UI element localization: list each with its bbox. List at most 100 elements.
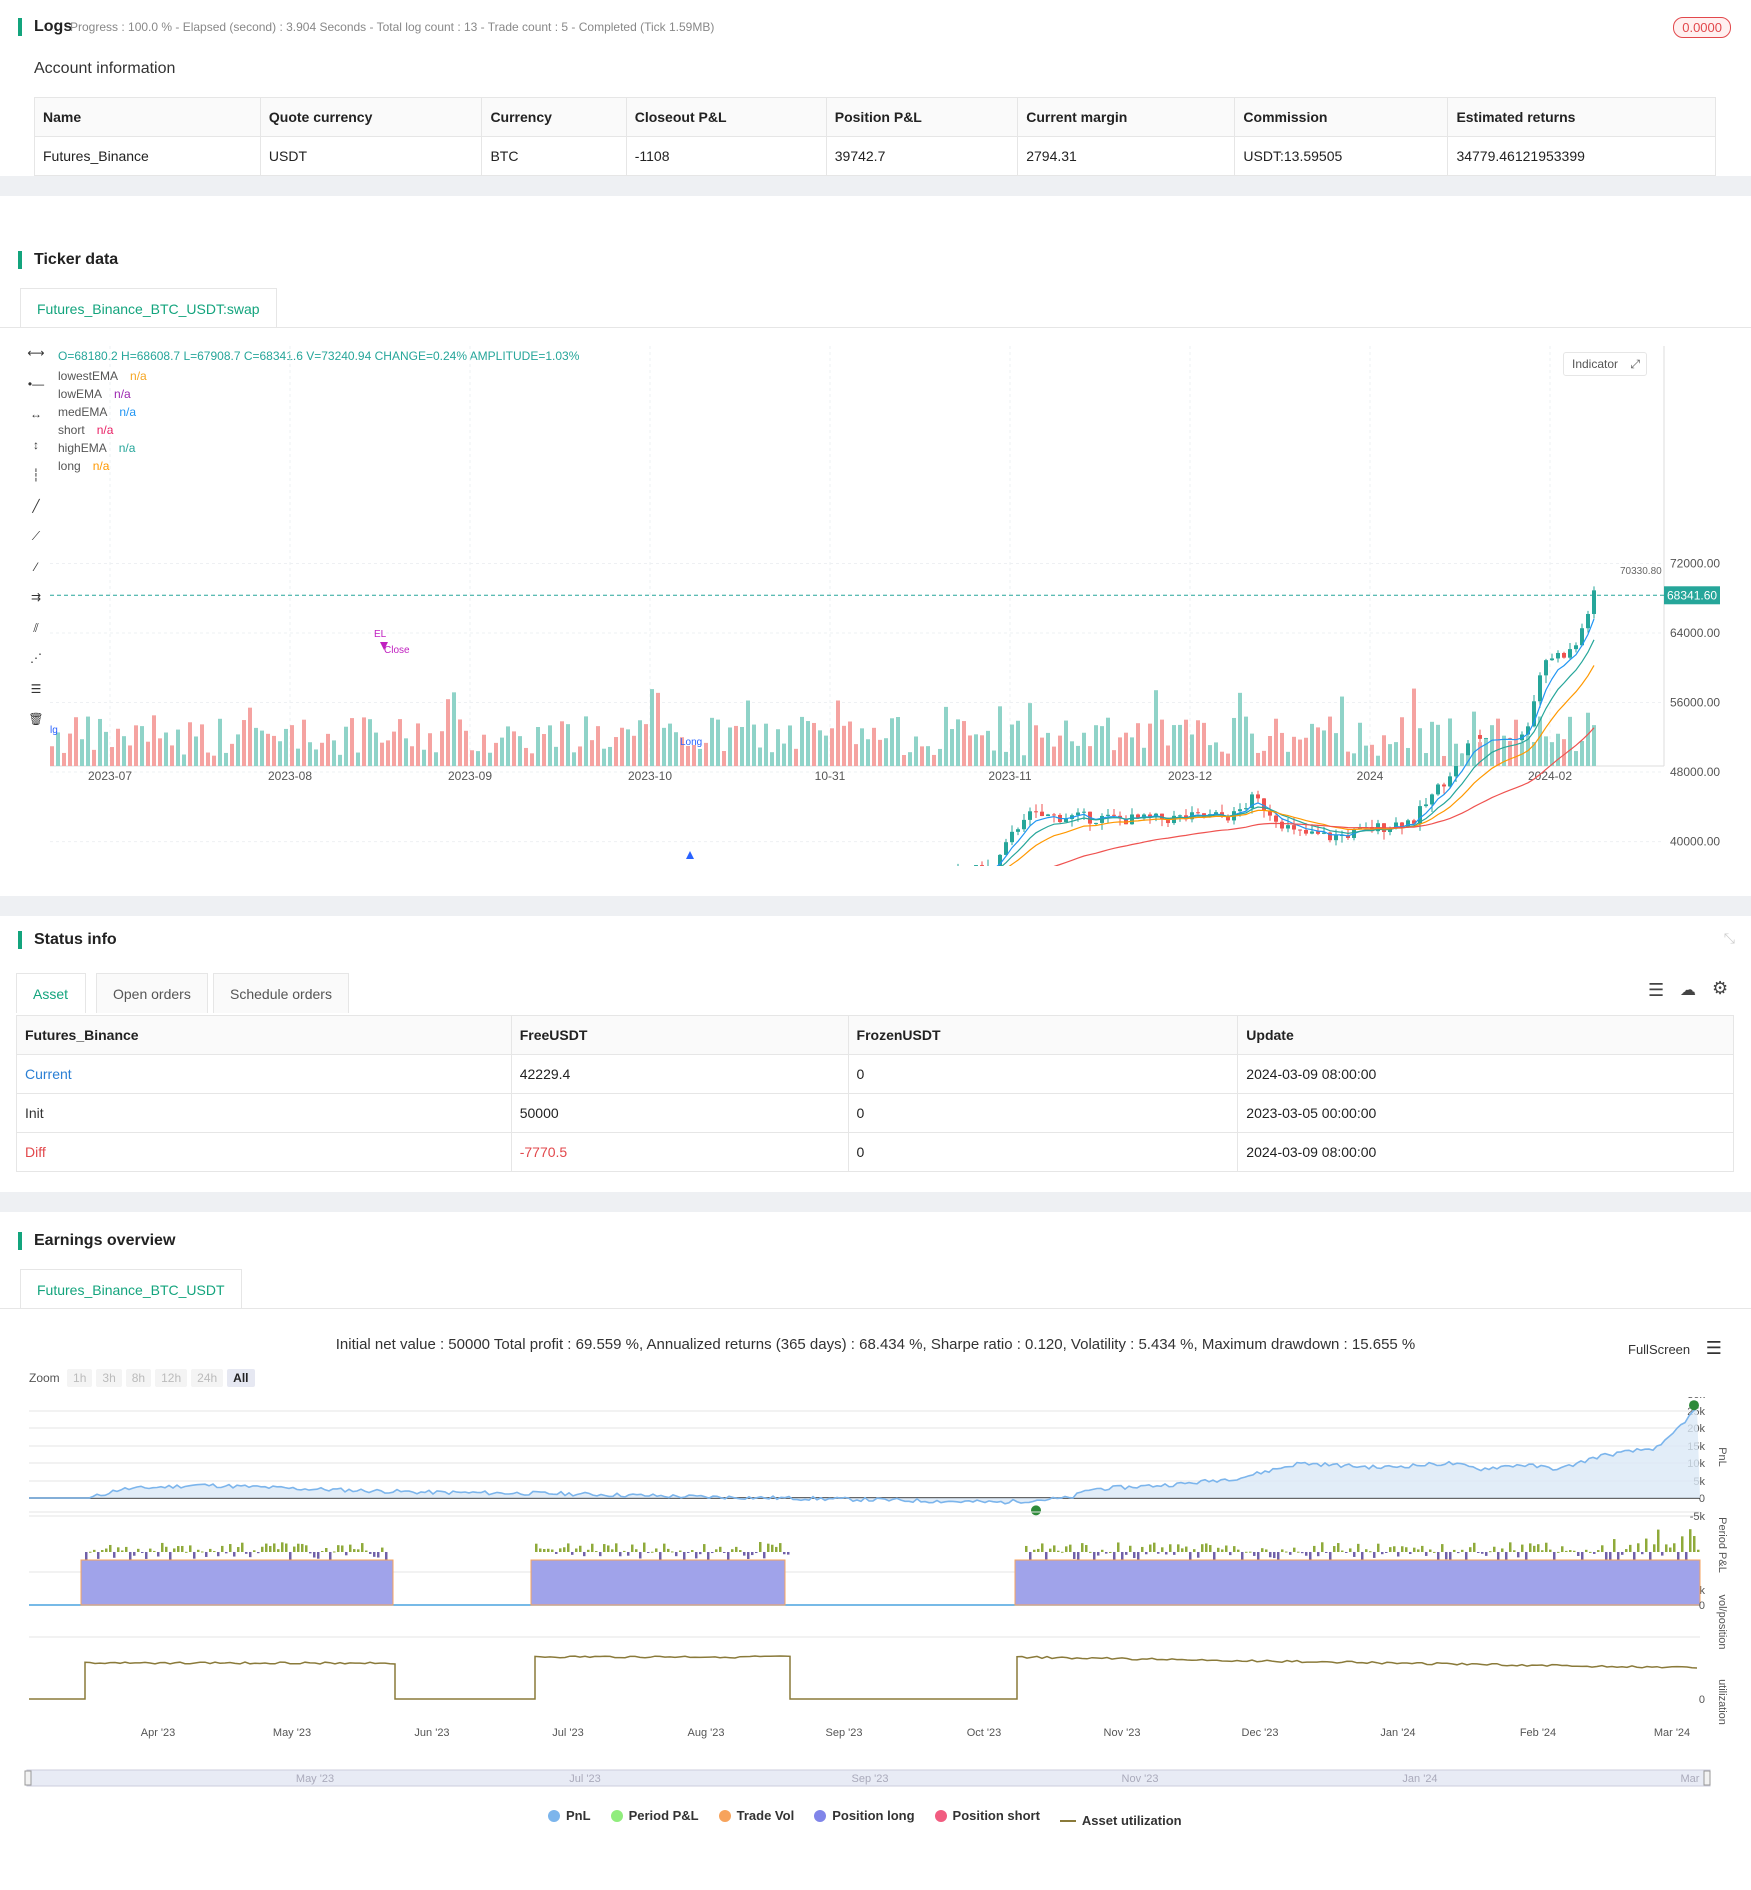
- account-header-row: Name Quote currency Currency Closeout P&L Po…: [34, 97, 1716, 137]
- volume-bar: [1388, 744, 1392, 766]
- trash-icon[interactable]: 🗑: [28, 712, 44, 726]
- period-bar: [1553, 1552, 1556, 1561]
- period-bar: [1085, 1545, 1088, 1552]
- legend-pnl[interactable]: PnL: [548, 1808, 591, 1823]
- horizontal-ray-icon[interactable]: •—: [27, 376, 45, 391]
- parallel-channel-icon[interactable]: ⫽: [33, 620, 39, 635]
- earnings-tab[interactable]: Futures_Binance_BTC_USDT: [20, 1269, 242, 1309]
- navigator-month: May '23: [296, 1773, 334, 1785]
- menu-icon[interactable]: ☰: [1705, 1338, 1722, 1358]
- candle-body: [1238, 809, 1242, 812]
- ray-line-icon[interactable]: ⟋: [31, 529, 41, 543]
- legend-trade-vol[interactable]: Trade Vol: [718, 1808, 794, 1823]
- legend-period-p-l[interactable]: Period P&L: [610, 1808, 699, 1823]
- period-bar: [1489, 1551, 1492, 1553]
- period-bar: [1057, 1550, 1060, 1552]
- settings-gear-icon[interactable]: ⚙: [1712, 978, 1729, 998]
- volume-bar: [1400, 717, 1404, 766]
- arrow-line-icon[interactable]: ↔: [30, 407, 42, 421]
- volume-bar: [740, 726, 744, 766]
- zoom-All-button[interactable]: All: [227, 1369, 255, 1387]
- volume-bar: [596, 726, 600, 766]
- expand-icon[interactable]: ⤢: [1630, 357, 1641, 371]
- legend-name: lowestEMA: [58, 369, 119, 383]
- collapse-icon[interactable]: ⤡: [1723, 930, 1735, 946]
- volume-bar: [554, 746, 558, 766]
- volume-bar: [1118, 737, 1122, 766]
- period-bar: [169, 1552, 172, 1562]
- period-bar: [1217, 1547, 1220, 1552]
- period-bar: [1153, 1542, 1156, 1552]
- period-bar: [1065, 1546, 1068, 1552]
- row-label: Diff: [16, 1132, 512, 1172]
- period-bar: [1345, 1552, 1348, 1553]
- zoom-1h-button[interactable]: 1h: [67, 1369, 93, 1387]
- vertical-line-icon[interactable]: ↕: [33, 437, 39, 452]
- period-bar: [373, 1552, 376, 1557]
- period-bar: [1689, 1529, 1692, 1552]
- candle-body: [1544, 660, 1548, 676]
- legend-asset-utilization[interactable]: Asset utilization: [1059, 1813, 1182, 1828]
- candle-body: [1388, 828, 1392, 832]
- period-bar: [1105, 1552, 1108, 1554]
- legend-name: lowEMA: [58, 387, 103, 401]
- drawing-toolbar: ⟷ •— ↔ ↕ ┆ ╱ ⟋ ⁄ ⇉ ⫽ ⋰ ☰ 🗑: [26, 346, 46, 776]
- period-bar: [691, 1550, 694, 1552]
- candlestick-chart[interactable]: 72000.00 64000.00 56000.00 48000.00 40000.00…: [0, 346, 1751, 866]
- period-bar: [659, 1552, 662, 1562]
- volume-bar: [1514, 719, 1518, 766]
- period-bar: [1237, 1549, 1240, 1552]
- zoom-3h-button[interactable]: 3h: [96, 1369, 122, 1387]
- volume-bar: [1106, 717, 1110, 766]
- table-row: Init 50000 0 2023-03-05 00:00:00: [16, 1093, 1734, 1133]
- zoom-8h-button[interactable]: 8h: [125, 1369, 152, 1387]
- tab-open-orders[interactable]: Open orders: [96, 973, 208, 1013]
- list-icon[interactable]: ☰: [1648, 980, 1665, 1000]
- volume-bar: [206, 752, 210, 766]
- candle-body: [1226, 815, 1230, 821]
- segment-line-icon[interactable]: ⁄: [34, 559, 37, 574]
- volume-bar: [110, 747, 114, 766]
- period-bar: [1365, 1549, 1368, 1552]
- volume-bar: [1544, 736, 1548, 766]
- volume-bar: [914, 736, 918, 766]
- fullscreen-button[interactable]: FullScreen ☰: [1628, 1338, 1722, 1359]
- vertical-segment-icon[interactable]: ┆: [32, 468, 40, 482]
- period-bar: [1449, 1552, 1452, 1562]
- trend-line-icon[interactable]: ╱: [32, 498, 40, 513]
- ticker-tab[interactable]: Futures_Binance_BTC_USDT:swap: [20, 288, 277, 328]
- period-bar: [595, 1551, 598, 1553]
- zoom-12h-button[interactable]: 12h: [155, 1369, 188, 1387]
- tab-schedule-orders[interactable]: Schedule orders: [213, 973, 349, 1013]
- account-cell: USDT: [259, 136, 483, 176]
- volume-bar: [1226, 753, 1230, 766]
- legend-position-short[interactable]: Position short: [934, 1808, 1040, 1823]
- zoom-24h-button[interactable]: 24h: [191, 1369, 224, 1387]
- volume-bar: [962, 721, 966, 766]
- indicator-button[interactable]: Indicator ⤢: [1563, 352, 1648, 376]
- period-bar: [1189, 1552, 1192, 1561]
- tab-asset[interactable]: Asset: [16, 973, 86, 1013]
- fib-lines-icon[interactable]: ⋰: [30, 651, 42, 665]
- legend-label: PnL: [566, 1808, 591, 1823]
- horizontal-line-icon[interactable]: ⟷: [27, 346, 45, 360]
- month-label: Feb '24: [1520, 1727, 1556, 1739]
- price-range-icon[interactable]: ⇉: [30, 590, 42, 604]
- volume-bar: [1256, 752, 1260, 766]
- navigator-left-handle: [24, 1770, 32, 1786]
- text-lines-icon[interactable]: ☰: [30, 681, 42, 696]
- period-bar: [221, 1545, 224, 1552]
- volume-bar: [692, 744, 696, 766]
- period-bar: [699, 1552, 702, 1555]
- volume-bar: [842, 725, 846, 766]
- period-bar: [1509, 1542, 1512, 1552]
- row-label: Current: [16, 1054, 512, 1094]
- volume-bar: [410, 746, 414, 766]
- period-bar: [189, 1545, 192, 1552]
- volume-bar: [1154, 690, 1158, 766]
- legend-position-long[interactable]: Position long: [814, 1808, 915, 1823]
- cloud-download-icon[interactable]: ☁: [1680, 982, 1696, 999]
- volume-bar: [1568, 716, 1572, 766]
- period-bar: [763, 1552, 766, 1559]
